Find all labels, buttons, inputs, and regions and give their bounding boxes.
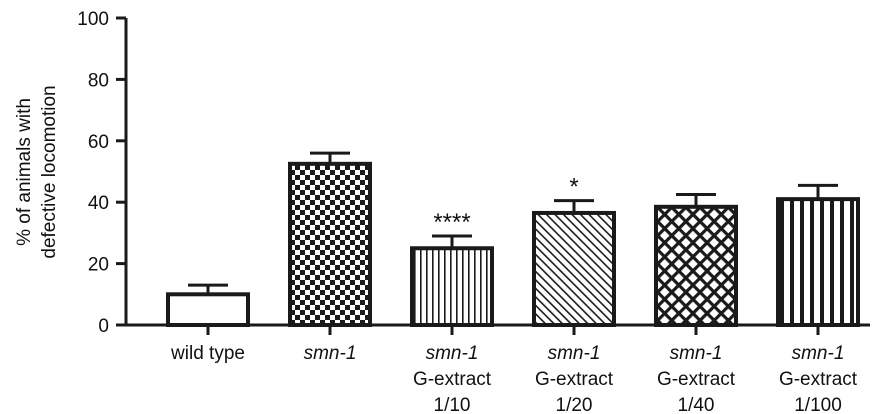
- y-tick-label: 80: [88, 70, 109, 91]
- x-tick-label: smn-1: [670, 343, 723, 364]
- bar-4: [532, 210, 616, 328]
- bar-3: [410, 246, 494, 327]
- y-tick-label: 20: [88, 255, 109, 276]
- y-tick-label: 40: [88, 193, 109, 214]
- x-tick-label: smn-1: [548, 343, 601, 364]
- x-tick-label: 1/40: [678, 395, 715, 414]
- bar-1: [166, 292, 250, 327]
- x-tick-label: G-extract: [535, 369, 614, 390]
- x-tick-label: G-extract: [779, 369, 858, 390]
- y-tick-label: 60: [88, 132, 109, 153]
- x-tick-label: smn-1: [426, 343, 479, 364]
- y-tick-label: 100: [77, 9, 109, 30]
- y-axis-label: % of animals with: [14, 98, 35, 246]
- bar-6: [776, 197, 860, 328]
- x-tick-label: wild type: [170, 343, 245, 364]
- bar-2: [288, 161, 372, 327]
- x-tick-label: smn-1: [792, 343, 845, 364]
- x-tick-label: 1/100: [794, 395, 842, 414]
- y-axis-label: defective locomotion: [39, 85, 60, 258]
- significance-label: ****: [433, 209, 470, 236]
- x-tick-label: G-extract: [657, 369, 736, 390]
- bar-5: [654, 204, 738, 327]
- x-tick-label: 1/20: [556, 395, 593, 414]
- significance-label: *: [569, 174, 578, 201]
- x-tick-label: smn-1: [304, 343, 357, 364]
- x-tick-label: G-extract: [413, 369, 492, 390]
- plot-area: 0 20 40 60 80 100 % of animals with defective l…: [14, 9, 870, 414]
- x-tick-label: 1/10: [434, 395, 471, 414]
- y-tick-label: 0: [98, 316, 109, 337]
